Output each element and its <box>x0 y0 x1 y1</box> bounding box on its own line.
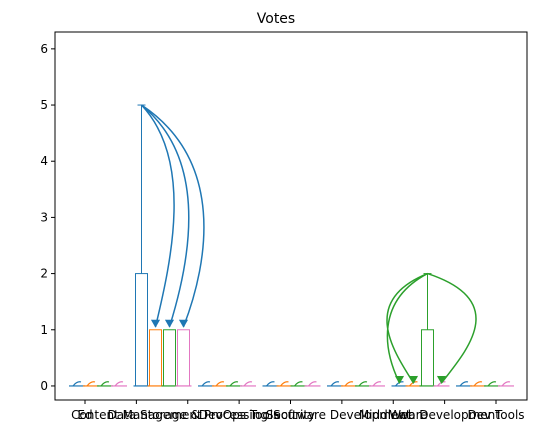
plot-frame <box>55 32 527 400</box>
annotation-arrow <box>142 105 204 327</box>
group-3 <box>263 382 321 386</box>
group-0 <box>69 382 127 386</box>
baseline-arrow <box>359 382 367 386</box>
y-tick-label: 5 <box>40 98 48 112</box>
group-5 <box>387 274 476 386</box>
annotation-arrow <box>428 274 477 383</box>
bar <box>164 330 176 386</box>
baseline-arrow <box>295 382 303 386</box>
baseline-arrow <box>488 382 496 386</box>
bar <box>150 330 162 386</box>
baseline-arrow <box>309 382 317 386</box>
bar <box>422 330 434 386</box>
baseline-arrow <box>115 382 123 386</box>
y-tick-label: 0 <box>40 379 48 393</box>
y-tick-label: 6 <box>40 42 48 56</box>
y-tick-label: 4 <box>40 154 48 168</box>
baseline-arrow <box>373 382 381 386</box>
baseline-arrow <box>87 382 95 386</box>
group-1 <box>134 105 204 386</box>
group-6 <box>456 382 514 386</box>
y-tick-label: 3 <box>40 210 48 224</box>
baseline-arrow <box>281 382 289 386</box>
y-tick-label: 1 <box>40 323 48 337</box>
baseline-arrow <box>502 382 510 386</box>
baseline-arrow <box>101 382 109 386</box>
arrow-head <box>152 320 160 327</box>
baseline-arrow <box>230 382 238 386</box>
x-tick-label: Dev Tools <box>467 408 524 422</box>
arrow-head <box>180 320 188 327</box>
chart-marks <box>69 105 514 386</box>
baseline-arrow <box>73 382 81 386</box>
bar <box>178 330 190 386</box>
y-axis: 0 1 2 3 4 5 6 <box>40 42 55 393</box>
group-4 <box>327 382 385 386</box>
baseline-arrow <box>331 382 339 386</box>
group-2 <box>198 382 256 386</box>
arrow-head <box>166 320 174 327</box>
annotation-arrow <box>142 105 189 327</box>
bar <box>136 274 148 386</box>
baseline-arrow <box>216 382 224 386</box>
baseline-arrow <box>460 382 468 386</box>
y-tick-label: 2 <box>40 267 48 281</box>
baseline-arrow <box>202 382 210 386</box>
baseline-arrow <box>474 382 482 386</box>
baseline-arrow <box>345 382 353 386</box>
baseline-arrow <box>244 382 252 386</box>
chart-title: Votes <box>257 11 295 27</box>
baseline-arrow <box>267 382 275 386</box>
